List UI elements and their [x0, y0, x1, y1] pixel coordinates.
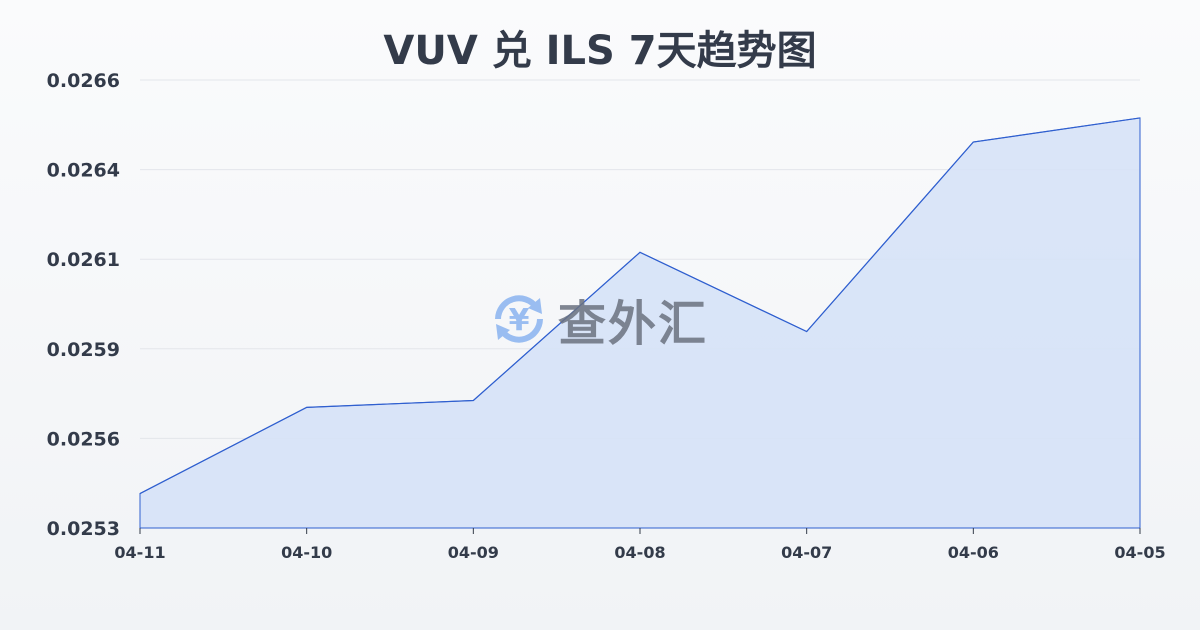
x-tick-label: 04-10 [281, 543, 332, 562]
y-tick-label: 0.0256 [47, 428, 120, 450]
data-point [472, 399, 474, 401]
x-tick-label: 04-09 [448, 543, 499, 562]
x-tick-label: 04-11 [114, 543, 165, 562]
chart-title: VUV 兑 ILS 7天趋势图 [383, 28, 817, 74]
data-point [139, 493, 141, 495]
x-tick-label: 04-08 [614, 543, 665, 562]
watermark-text: 查外汇 [558, 296, 709, 352]
yen-exchange-icon: ¥ [495, 295, 543, 343]
watermark: ¥ 查外汇 [488, 284, 708, 354]
x-tick-label: 04-05 [1114, 543, 1165, 562]
y-tick-label: 0.0259 [47, 339, 120, 361]
y-tick-label: 0.0253 [47, 518, 120, 540]
data-point [1139, 117, 1141, 119]
data-point [306, 406, 308, 408]
svg-text:¥: ¥ [509, 303, 530, 338]
x-tick-label: 04-07 [781, 543, 832, 562]
x-tick-label: 04-06 [948, 543, 999, 562]
data-point [806, 331, 808, 333]
data-point [639, 251, 641, 253]
y-tick-label: 0.0266 [47, 70, 120, 92]
y-tick-label: 0.0264 [47, 160, 120, 182]
y-tick-label: 0.0261 [47, 249, 120, 271]
data-point [972, 141, 974, 143]
